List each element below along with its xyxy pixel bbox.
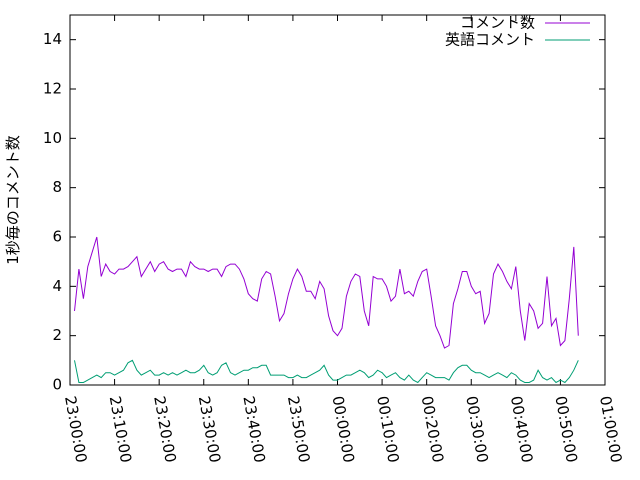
- x-tick-label: 23:40:00: [239, 395, 268, 464]
- series-line: [74, 236, 579, 349]
- y-tick-label: 0: [52, 376, 62, 394]
- y-tick-label: 10: [43, 129, 62, 147]
- x-tick-label: 01:00:00: [596, 395, 625, 464]
- x-tick-label: 00:00:00: [329, 395, 358, 464]
- y-tick-label: 8: [52, 178, 62, 196]
- x-tick-label: 00:40:00: [507, 395, 536, 464]
- y-tick-label: 4: [52, 277, 62, 295]
- series-line: [74, 359, 579, 384]
- y-tick-label: 2: [52, 326, 62, 344]
- x-tick-label: 23:50:00: [284, 395, 313, 464]
- x-tick-label: 00:50:00: [551, 395, 580, 464]
- y-axis-label: 1秒毎のコメント数: [4, 135, 22, 265]
- y-tick-label: 6: [52, 228, 62, 246]
- plot-border: [69, 14, 606, 386]
- x-tick-label: 23:20:00: [150, 395, 179, 464]
- y-tick-label: 14: [43, 30, 62, 48]
- legend-label: 英語コメント: [445, 31, 535, 49]
- x-tick-label: 00:20:00: [418, 395, 447, 464]
- x-tick-label: 23:00:00: [61, 395, 90, 464]
- x-tick-label: 00:10:00: [373, 395, 402, 464]
- y-tick-label: 12: [43, 80, 62, 98]
- x-tick-label: 23:10:00: [106, 395, 135, 464]
- legend-label: コメント数: [460, 14, 535, 32]
- x-tick-label: 23:30:00: [195, 395, 224, 464]
- x-tick-label: 00:30:00: [462, 395, 491, 464]
